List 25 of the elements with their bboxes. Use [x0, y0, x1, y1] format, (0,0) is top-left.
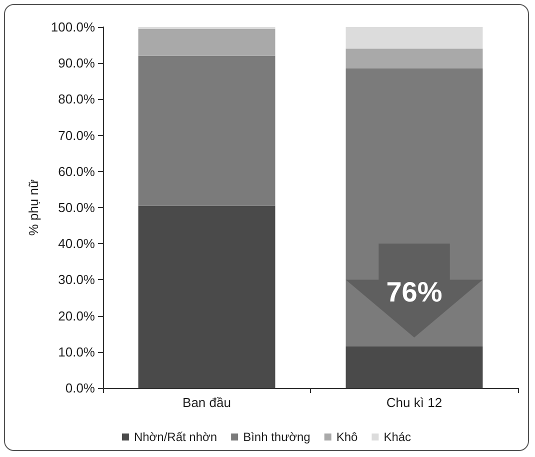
bar: [346, 48, 483, 69]
bar: [138, 56, 276, 206]
legend-label: Khác: [384, 430, 412, 444]
y-tick-label: 90.0%: [58, 56, 96, 71]
y-tick-label: 10.0%: [58, 344, 96, 360]
y-tick-label: 70.0%: [58, 128, 96, 143]
y-tick-label: 40.0%: [58, 236, 96, 252]
bar: [138, 28, 276, 56]
y-tick-label: 0.0%: [65, 380, 96, 396]
y-tick-label: 80.0%: [58, 92, 96, 107]
y-tick-label: 50.0%: [58, 200, 96, 215]
y-tick-label: 30.0%: [58, 272, 96, 288]
bar: [346, 346, 483, 388]
annotation: 76%: [386, 276, 442, 308]
y-tick-label: 60.0%: [58, 164, 96, 179]
legend-label: Khô: [336, 430, 358, 444]
x-tick-label: Ban đầu: [182, 395, 231, 410]
y-tick-label: 100.0%: [50, 20, 96, 34]
legend-label: Bình thường: [243, 430, 310, 444]
bar: [346, 27, 483, 49]
x-tick-label: Chu kì 12: [386, 395, 442, 410]
y-tick-label: 20.0%: [58, 308, 96, 324]
legend-label: Nhờn/Rất nhờn: [134, 430, 218, 444]
y-axis-title: % phụ nữ: [26, 179, 42, 236]
bar: [138, 206, 276, 388]
